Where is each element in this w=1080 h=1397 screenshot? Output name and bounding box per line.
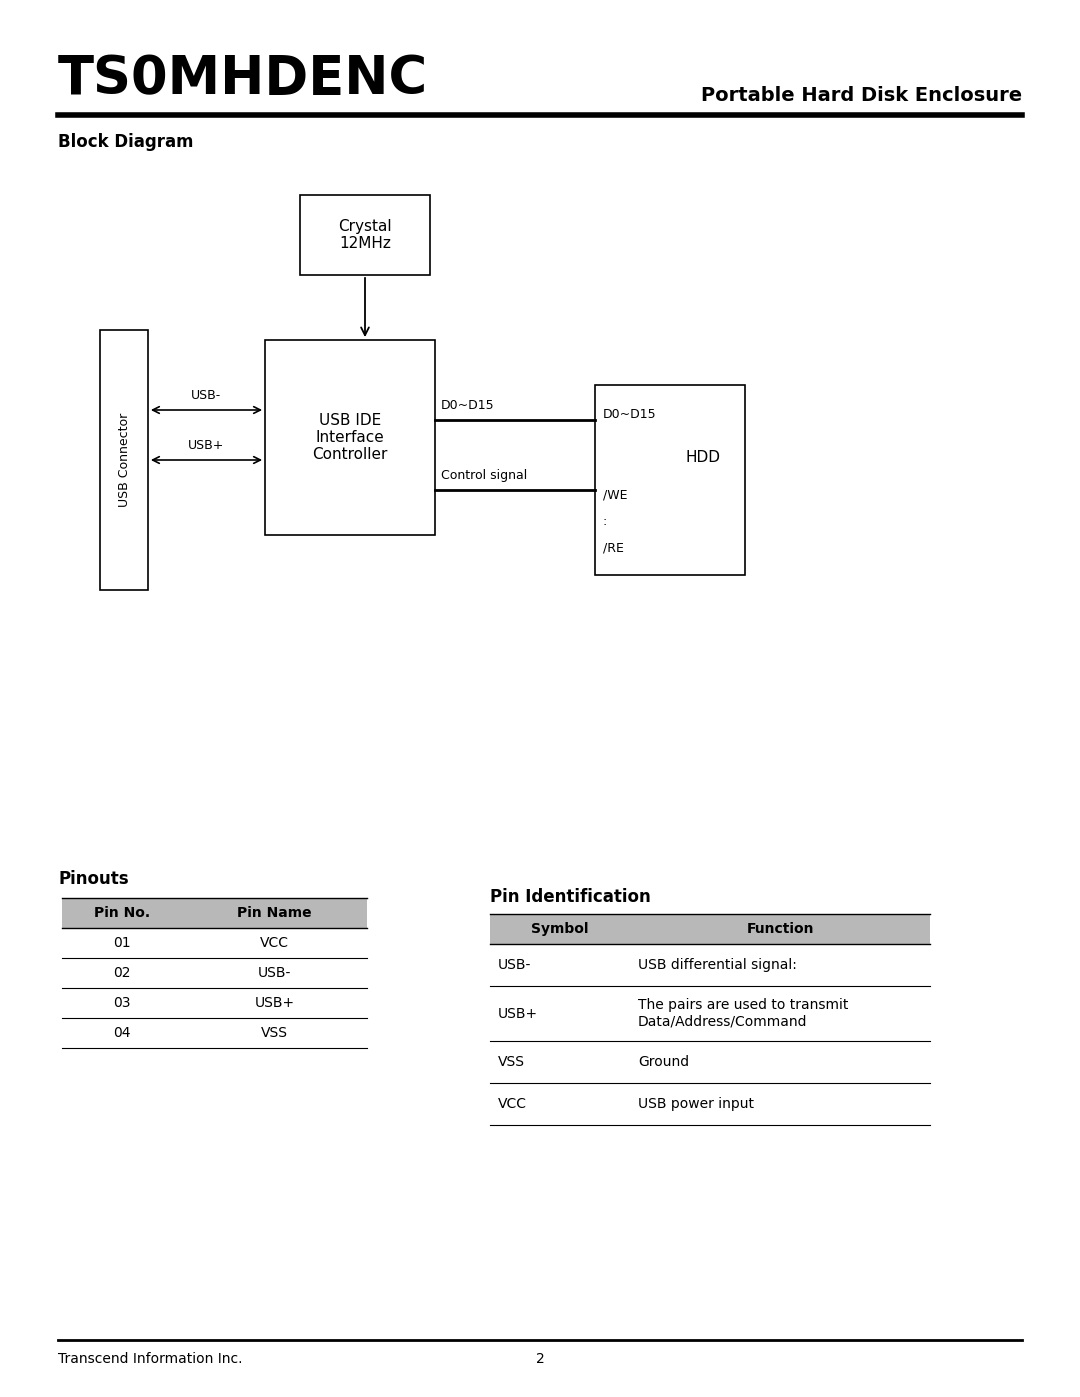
Text: USB+: USB+ — [188, 439, 225, 453]
Text: TS0MHDENC: TS0MHDENC — [58, 53, 429, 105]
Text: VCC: VCC — [260, 936, 289, 950]
Text: Symbol: Symbol — [531, 922, 589, 936]
Text: :: : — [603, 515, 607, 528]
Text: 04: 04 — [113, 1025, 131, 1039]
Text: VCC: VCC — [498, 1097, 527, 1111]
Text: Ground: Ground — [638, 1055, 689, 1069]
Text: USB power input: USB power input — [638, 1097, 754, 1111]
Text: Control signal: Control signal — [441, 469, 527, 482]
Text: VSS: VSS — [261, 1025, 288, 1039]
Text: USB differential signal:: USB differential signal: — [638, 958, 797, 972]
Text: Portable Hard Disk Enclosure: Portable Hard Disk Enclosure — [701, 87, 1022, 105]
Text: /WE: /WE — [603, 489, 627, 502]
Text: Crystal
12MHz: Crystal 12MHz — [338, 219, 392, 251]
Text: USB+: USB+ — [498, 1006, 538, 1020]
Text: 03: 03 — [113, 996, 131, 1010]
Text: VSS: VSS — [498, 1055, 525, 1069]
Bar — [300, 196, 430, 275]
Text: USB Connector: USB Connector — [118, 414, 131, 507]
Text: Block Diagram: Block Diagram — [58, 133, 193, 151]
Text: Pin Identification: Pin Identification — [490, 888, 651, 907]
Text: /RE: /RE — [603, 542, 624, 555]
Text: USB IDE
Interface
Controller: USB IDE Interface Controller — [312, 412, 388, 462]
Text: Pinouts: Pinouts — [58, 870, 129, 888]
Bar — [62, 898, 367, 928]
Text: USB+: USB+ — [255, 996, 295, 1010]
Text: The pairs are used to transmit
Data/Address/Command: The pairs are used to transmit Data/Addr… — [638, 999, 849, 1028]
Text: Transcend Information Inc.: Transcend Information Inc. — [58, 1352, 243, 1366]
Text: Pin Name: Pin Name — [238, 907, 312, 921]
Bar — [265, 339, 435, 535]
Text: HDD: HDD — [686, 450, 720, 465]
Bar — [490, 914, 930, 944]
Text: USB-: USB- — [191, 388, 221, 402]
Text: D0~D15: D0~D15 — [441, 400, 495, 412]
Text: USB-: USB- — [258, 965, 292, 981]
Bar — [100, 330, 148, 590]
Text: 02: 02 — [113, 965, 131, 981]
Text: Function: Function — [746, 922, 813, 936]
Bar — [595, 386, 745, 576]
Text: USB-: USB- — [498, 958, 531, 972]
Text: 2: 2 — [536, 1352, 544, 1366]
Text: D0~D15: D0~D15 — [603, 408, 657, 422]
Text: 01: 01 — [113, 936, 131, 950]
Text: Pin No.: Pin No. — [94, 907, 150, 921]
